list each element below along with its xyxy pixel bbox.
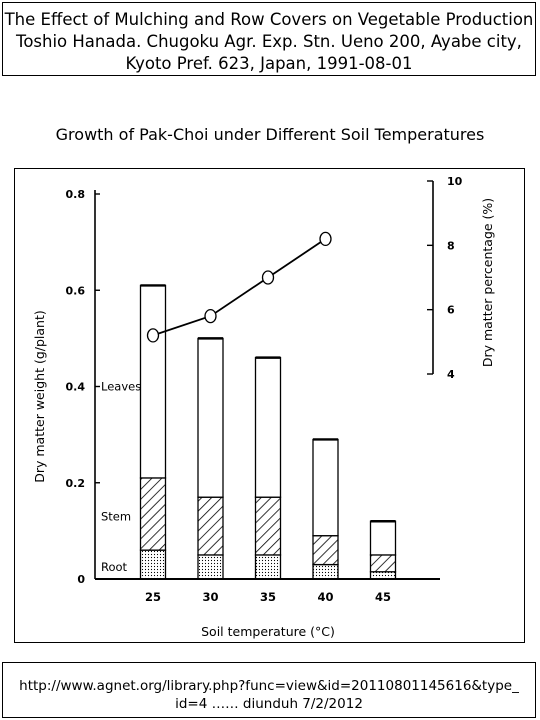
- x-tick-label: 35: [260, 590, 276, 604]
- citation-address-date: Kyoto Pref. 623, Japan, 1991-08-01: [125, 54, 413, 73]
- percentage-point: [204, 308, 217, 324]
- legend-label-stem: Stem: [101, 509, 131, 523]
- bar-segment-stem: [139, 477, 167, 551]
- y2-tick-label: 8: [447, 239, 455, 252]
- bar-segment-root: [197, 554, 224, 580]
- bar-segment-root: [139, 549, 167, 580]
- citation-author: Toshio Hanada. Chugoku Agr. Exp. Stn. Ue…: [16, 32, 522, 51]
- legend-label-leaves: Leaves: [101, 380, 141, 394]
- source-url: http://www.agnet.org/library.php?func=vi…: [19, 678, 519, 694]
- y-tick-label: 0.6: [66, 284, 86, 297]
- y2-tick-label: 6: [447, 304, 455, 317]
- y-tick-label: 0.2: [66, 477, 86, 490]
- chart-svg: 0 0.2 0.4 0.6 0.8 4 6 8 10 25 30 35 40 45 Root Stem Leav…: [32, 175, 495, 639]
- bar-segment-root: [254, 554, 282, 580]
- percentage-line: [152, 238, 327, 337]
- y-tick-label: 0: [77, 573, 85, 586]
- y2-axis-title: Dry matter percentage (%): [480, 198, 495, 367]
- y-tick-label: 0.4: [66, 381, 86, 394]
- y2-tick-label: 4: [447, 368, 455, 381]
- chart-frame: 0 0.2 0.4 0.6 0.8 4 6 8 10 25 30 35 40 45 Root Stem Leav…: [14, 168, 525, 643]
- bar-segment-stem: [254, 496, 282, 556]
- citation-title: The Effect of Mulching and Row Covers on…: [4, 10, 534, 29]
- legend-label-root: Root: [101, 560, 128, 574]
- citation-box: The Effect of Mulching and Row Covers on…: [2, 2, 536, 76]
- y2-tick-label: 10: [447, 175, 463, 188]
- source-access-date: id=4 …… diunduh 7/2/2012: [175, 696, 363, 712]
- x-tick-label: 40: [317, 590, 333, 604]
- bar-segment-stem: [197, 496, 224, 556]
- x-tick-label: 45: [375, 590, 391, 604]
- bar-segment-root: [369, 571, 397, 580]
- percentage-point: [319, 231, 332, 247]
- percentage-point: [146, 328, 160, 343]
- bar-segment-leaves: [369, 520, 397, 556]
- chart-title: Growth of Pak-Choi under Different Soil …: [55, 125, 485, 144]
- bar-segment-root: [312, 563, 339, 580]
- y-axis-title: Dry matter weight (g/plant): [32, 310, 47, 483]
- bar-segment-stem: [369, 554, 397, 573]
- bar-segment-leaves: [197, 337, 224, 498]
- x-tick-label: 25: [145, 590, 161, 604]
- percentage-point: [261, 270, 275, 285]
- x-axis-title: Soil temperature (°C): [201, 624, 335, 639]
- x-tick-label: 30: [202, 590, 218, 604]
- source-box: http://www.agnet.org/library.php?func=vi…: [2, 662, 536, 718]
- bar-segment-leaves: [254, 356, 282, 498]
- y-tick-label: 0.8: [66, 188, 86, 201]
- bar-segment-stem: [312, 535, 339, 566]
- bar-segment-leaves: [139, 284, 167, 479]
- bar-segment-leaves: [312, 438, 339, 537]
